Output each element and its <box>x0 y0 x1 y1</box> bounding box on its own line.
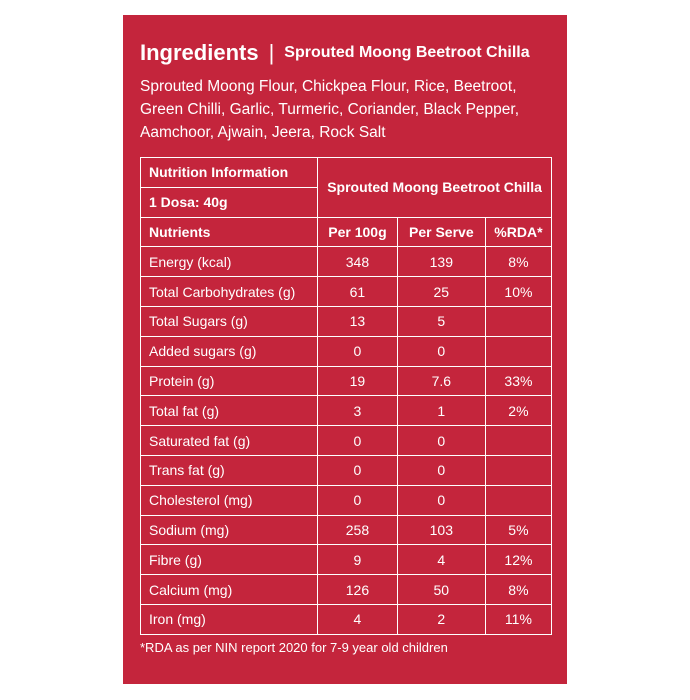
row: Trans fat (g) 0 0 <box>139 454 553 486</box>
table-product: Sprouted Moong Beetroot Chilla <box>317 157 552 218</box>
row: Total Sugars (g) 13 5 <box>139 305 553 337</box>
row: Total fat (g) 3 1 2% <box>139 395 553 427</box>
cell-value: 5 <box>396 305 486 337</box>
footnote: *RDA as per NIN report 2020 for 7-9 year… <box>140 640 448 655</box>
cell-value: 0 <box>317 484 398 516</box>
product-name: Sprouted Moong Beetroot Chilla <box>284 44 530 62</box>
nutrient-name: Iron (mg) <box>139 603 319 635</box>
cell-value: 0 <box>396 335 486 367</box>
row: Calcium (mg) 126 50 8% <box>139 574 553 605</box>
cell-value: 13 <box>317 305 398 337</box>
cell-value: 25 <box>396 276 486 307</box>
cell-value: 126 <box>317 574 398 605</box>
cell-value: 8% <box>484 574 553 605</box>
row: Protein (g) 19 7.6 33% <box>139 365 553 397</box>
nutrient-name: Total Carbohydrates (g) <box>139 276 319 307</box>
cell-value: 3 <box>317 395 398 427</box>
cell-value <box>484 454 553 486</box>
cell-value: 103 <box>396 514 486 546</box>
cell-value <box>484 335 553 367</box>
cell-value <box>484 484 553 516</box>
cell-value: 7.6 <box>396 365 486 397</box>
cell-value: 9 <box>317 544 398 576</box>
separator: | <box>268 40 275 66</box>
cell-value: 4 <box>317 603 398 635</box>
cell-value: 0 <box>317 335 398 367</box>
ingredient-line: Green Chilli, Garlic, Turmeric, Coriande… <box>140 101 520 118</box>
row: Total Carbohydrates (g) 61 25 10% <box>139 276 553 307</box>
cell-value: 11% <box>484 603 553 635</box>
row: Added sugars (g) 0 0 <box>139 335 553 367</box>
nutrient-name: Total fat (g) <box>139 395 319 427</box>
nutrient-name: Sodium (mg) <box>139 514 319 546</box>
cell-value: 0 <box>396 484 486 516</box>
ingredient-line: Aamchoor, Ajwain, Jeera, Rock Salt <box>140 124 386 141</box>
nutrient-name: Saturated fat (g) <box>139 425 319 456</box>
cell-value: 2 <box>396 603 486 635</box>
row: Iron (mg) 4 2 11% <box>139 603 553 635</box>
row: Nutrients Per 100g Per Serve %RDA* <box>139 216 553 248</box>
nutrition-table: Nutrition Information Sprouted Moong Beet… <box>139 157 553 635</box>
cell-value: 50 <box>396 574 486 605</box>
nutrient-name: Energy (kcal) <box>139 246 319 278</box>
ingredient-line: Sprouted Moong Flour, Chickpea Flour, Ri… <box>140 78 517 95</box>
cell-value: 0 <box>396 425 486 456</box>
cell-value: 1 <box>396 395 486 427</box>
nutrient-name: Calcium (mg) <box>139 574 319 605</box>
column-header: %RDA* <box>484 216 553 248</box>
cell-value: 12% <box>484 544 553 576</box>
header: Ingredients | Sprouted Moong Beetroot Chil… <box>140 39 530 66</box>
cell-value: 0 <box>396 454 486 486</box>
cell-value: 33% <box>484 365 553 397</box>
cell-value <box>484 425 553 456</box>
cell-value: 5% <box>484 514 553 546</box>
cell-value: 61 <box>317 276 398 307</box>
cell-value <box>484 305 553 337</box>
serving-size: 1 Dosa: 40g <box>139 186 319 218</box>
row: Cholesterol (mg) 0 0 <box>139 484 553 516</box>
ingredients: Sprouted Moong Flour, Chickpea Flour, Ri… <box>140 75 519 144</box>
cell-value: 10% <box>484 276 553 307</box>
nutrient-name: Total Sugars (g) <box>139 305 319 337</box>
table-title: Nutrition Information <box>139 157 319 188</box>
row: Energy (kcal) 348 139 8% <box>139 246 553 278</box>
cell-value: 258 <box>317 514 398 546</box>
column-header: Nutrients <box>139 216 319 248</box>
cell-value: 139 <box>396 246 486 278</box>
row: 1 Dosa: 40g <box>139 186 552 218</box>
nutrient-name: Trans fat (g) <box>139 454 319 486</box>
nutrient-name: Protein (g) <box>139 365 319 397</box>
title: Ingredients <box>140 40 259 66</box>
row: Fibre (g) 9 4 12% <box>139 544 553 576</box>
column-header: Per Serve <box>396 216 486 248</box>
column-header: Per 100g <box>317 216 398 248</box>
cell-value: 4 <box>396 544 486 576</box>
cell-value: 348 <box>317 246 398 278</box>
cell-value: 0 <box>317 454 398 486</box>
cell-value: 8% <box>484 246 553 278</box>
row: Saturated fat (g) 0 0 <box>139 425 553 456</box>
label-panel: Ingredients | Sprouted Moong Beetroot Chil… <box>123 15 567 684</box>
row: Nutrition Information Sprouted Moong Beet… <box>139 157 552 218</box>
nutrient-name: Fibre (g) <box>139 544 319 576</box>
nutrient-name: Added sugars (g) <box>139 335 319 367</box>
cell-value: 0 <box>317 425 398 456</box>
nutrient-name: Cholesterol (mg) <box>139 484 319 516</box>
cell-value: 2% <box>484 395 553 427</box>
row: Sodium (mg) 258 103 5% <box>139 514 553 546</box>
cell-value: 19 <box>317 365 398 397</box>
